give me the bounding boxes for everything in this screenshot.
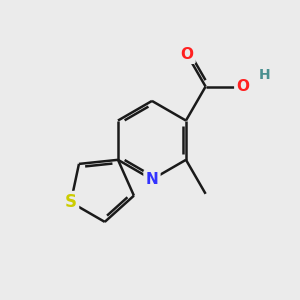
Text: O: O — [180, 47, 194, 62]
Text: H: H — [259, 68, 270, 82]
Text: N: N — [146, 172, 158, 187]
Text: O: O — [236, 79, 249, 94]
Text: S: S — [65, 193, 77, 211]
